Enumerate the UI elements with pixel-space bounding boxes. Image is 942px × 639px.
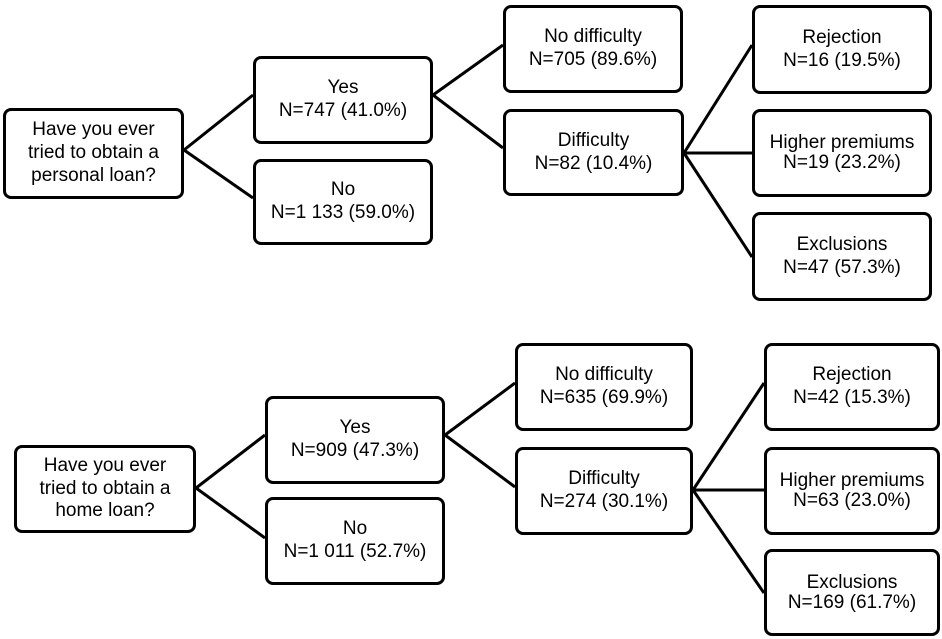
home-loan-no-difficulty-box: No difficulty N=635 (69.9%) (515, 343, 693, 431)
rejection-count: N=42 (15.3%) (793, 387, 911, 408)
higher-premiums-count: N=19 (23.2%) (783, 152, 901, 173)
question-line-2: tried to obtain a (28, 142, 159, 164)
exclusions-label: Exclusions (806, 571, 898, 593)
no-count: N=1 133 (59.0%) (270, 202, 416, 223)
higher-premiums-count: N=63 (23.0%) (793, 490, 911, 511)
personal-loan-rejection-box: Rejection N=16 (19.5%) (752, 5, 932, 94)
no-label: No (330, 179, 356, 201)
home-loan-rejection-box: Rejection N=42 (15.3%) (764, 343, 940, 431)
exclusions-count: N=47 (57.3%) (783, 256, 901, 278)
question-line-1: Have you ever (43, 454, 167, 476)
exclusions-count: N=169 (61.7%) (787, 591, 917, 613)
exclusions-label: Exclusions (796, 233, 888, 255)
no-difficulty-label: No difficulty (555, 364, 653, 386)
home-loan-higher-premiums-box: Higher premiums N=63 (23.0%) (764, 447, 940, 535)
no-difficulty-count: N=705 (89.6%) (528, 49, 658, 70)
higher-premiums-label: Higher premiums (769, 132, 915, 154)
personal-loan-higher-premiums-box: Higher premiums N=19 (23.2%) (752, 109, 932, 197)
difficulty-count: N=82 (10.4%) (534, 152, 653, 174)
yes-count: N=747 (41.0%) (278, 100, 408, 121)
no-label: No (342, 518, 368, 540)
rejection-label: Rejection (802, 26, 882, 48)
rejection-count: N=16 (19.5%) (783, 49, 901, 71)
rejection-label: Rejection (812, 364, 892, 386)
difficulty-label: Difficulty (568, 468, 640, 490)
no-difficulty-count: N=635 (69.9%) (539, 387, 669, 408)
home-loan-question-box: Have you ever tried to obtain a home loa… (14, 445, 196, 533)
higher-premiums-label: Higher premiums (779, 470, 925, 492)
question-line-2: tried to obtain a (39, 477, 171, 499)
personal-loan-question-box: Have you ever tried to obtain a personal… (3, 108, 184, 199)
home-loan-no-box: No N=1 011 (52.7%) (265, 497, 445, 585)
no-difficulty-label: No difficulty (544, 26, 642, 48)
home-loan-exclusions-box: Exclusions N=169 (61.7%) (764, 549, 940, 636)
home-loan-yes-box: Yes N=909 (47.3%) (265, 396, 445, 484)
question-line-3: home loan? (55, 500, 155, 522)
difficulty-count: N=274 (30.1%) (539, 491, 669, 512)
personal-loan-exclusions-box: Exclusions N=47 (57.3%) (752, 212, 932, 301)
personal-loan-yes-box: Yes N=747 (41.0%) (253, 56, 433, 144)
personal-loan-no-difficulty-box: No difficulty N=705 (89.6%) (503, 5, 683, 93)
difficulty-label: Difficulty (557, 129, 630, 151)
no-count: N=1 011 (52.7%) (283, 541, 427, 562)
personal-loan-difficulty-box: Difficulty N=82 (10.4%) (503, 109, 684, 196)
home-loan-difficulty-box: Difficulty N=274 (30.1%) (515, 447, 693, 535)
personal-loan-no-box: No N=1 133 (59.0%) (253, 159, 433, 245)
yes-count: N=909 (47.3%) (290, 440, 420, 461)
yes-label: Yes (327, 77, 359, 99)
yes-label: Yes (339, 417, 371, 439)
question-line-1: Have you ever (32, 119, 155, 141)
question-line-3: personal loan? (31, 164, 156, 186)
